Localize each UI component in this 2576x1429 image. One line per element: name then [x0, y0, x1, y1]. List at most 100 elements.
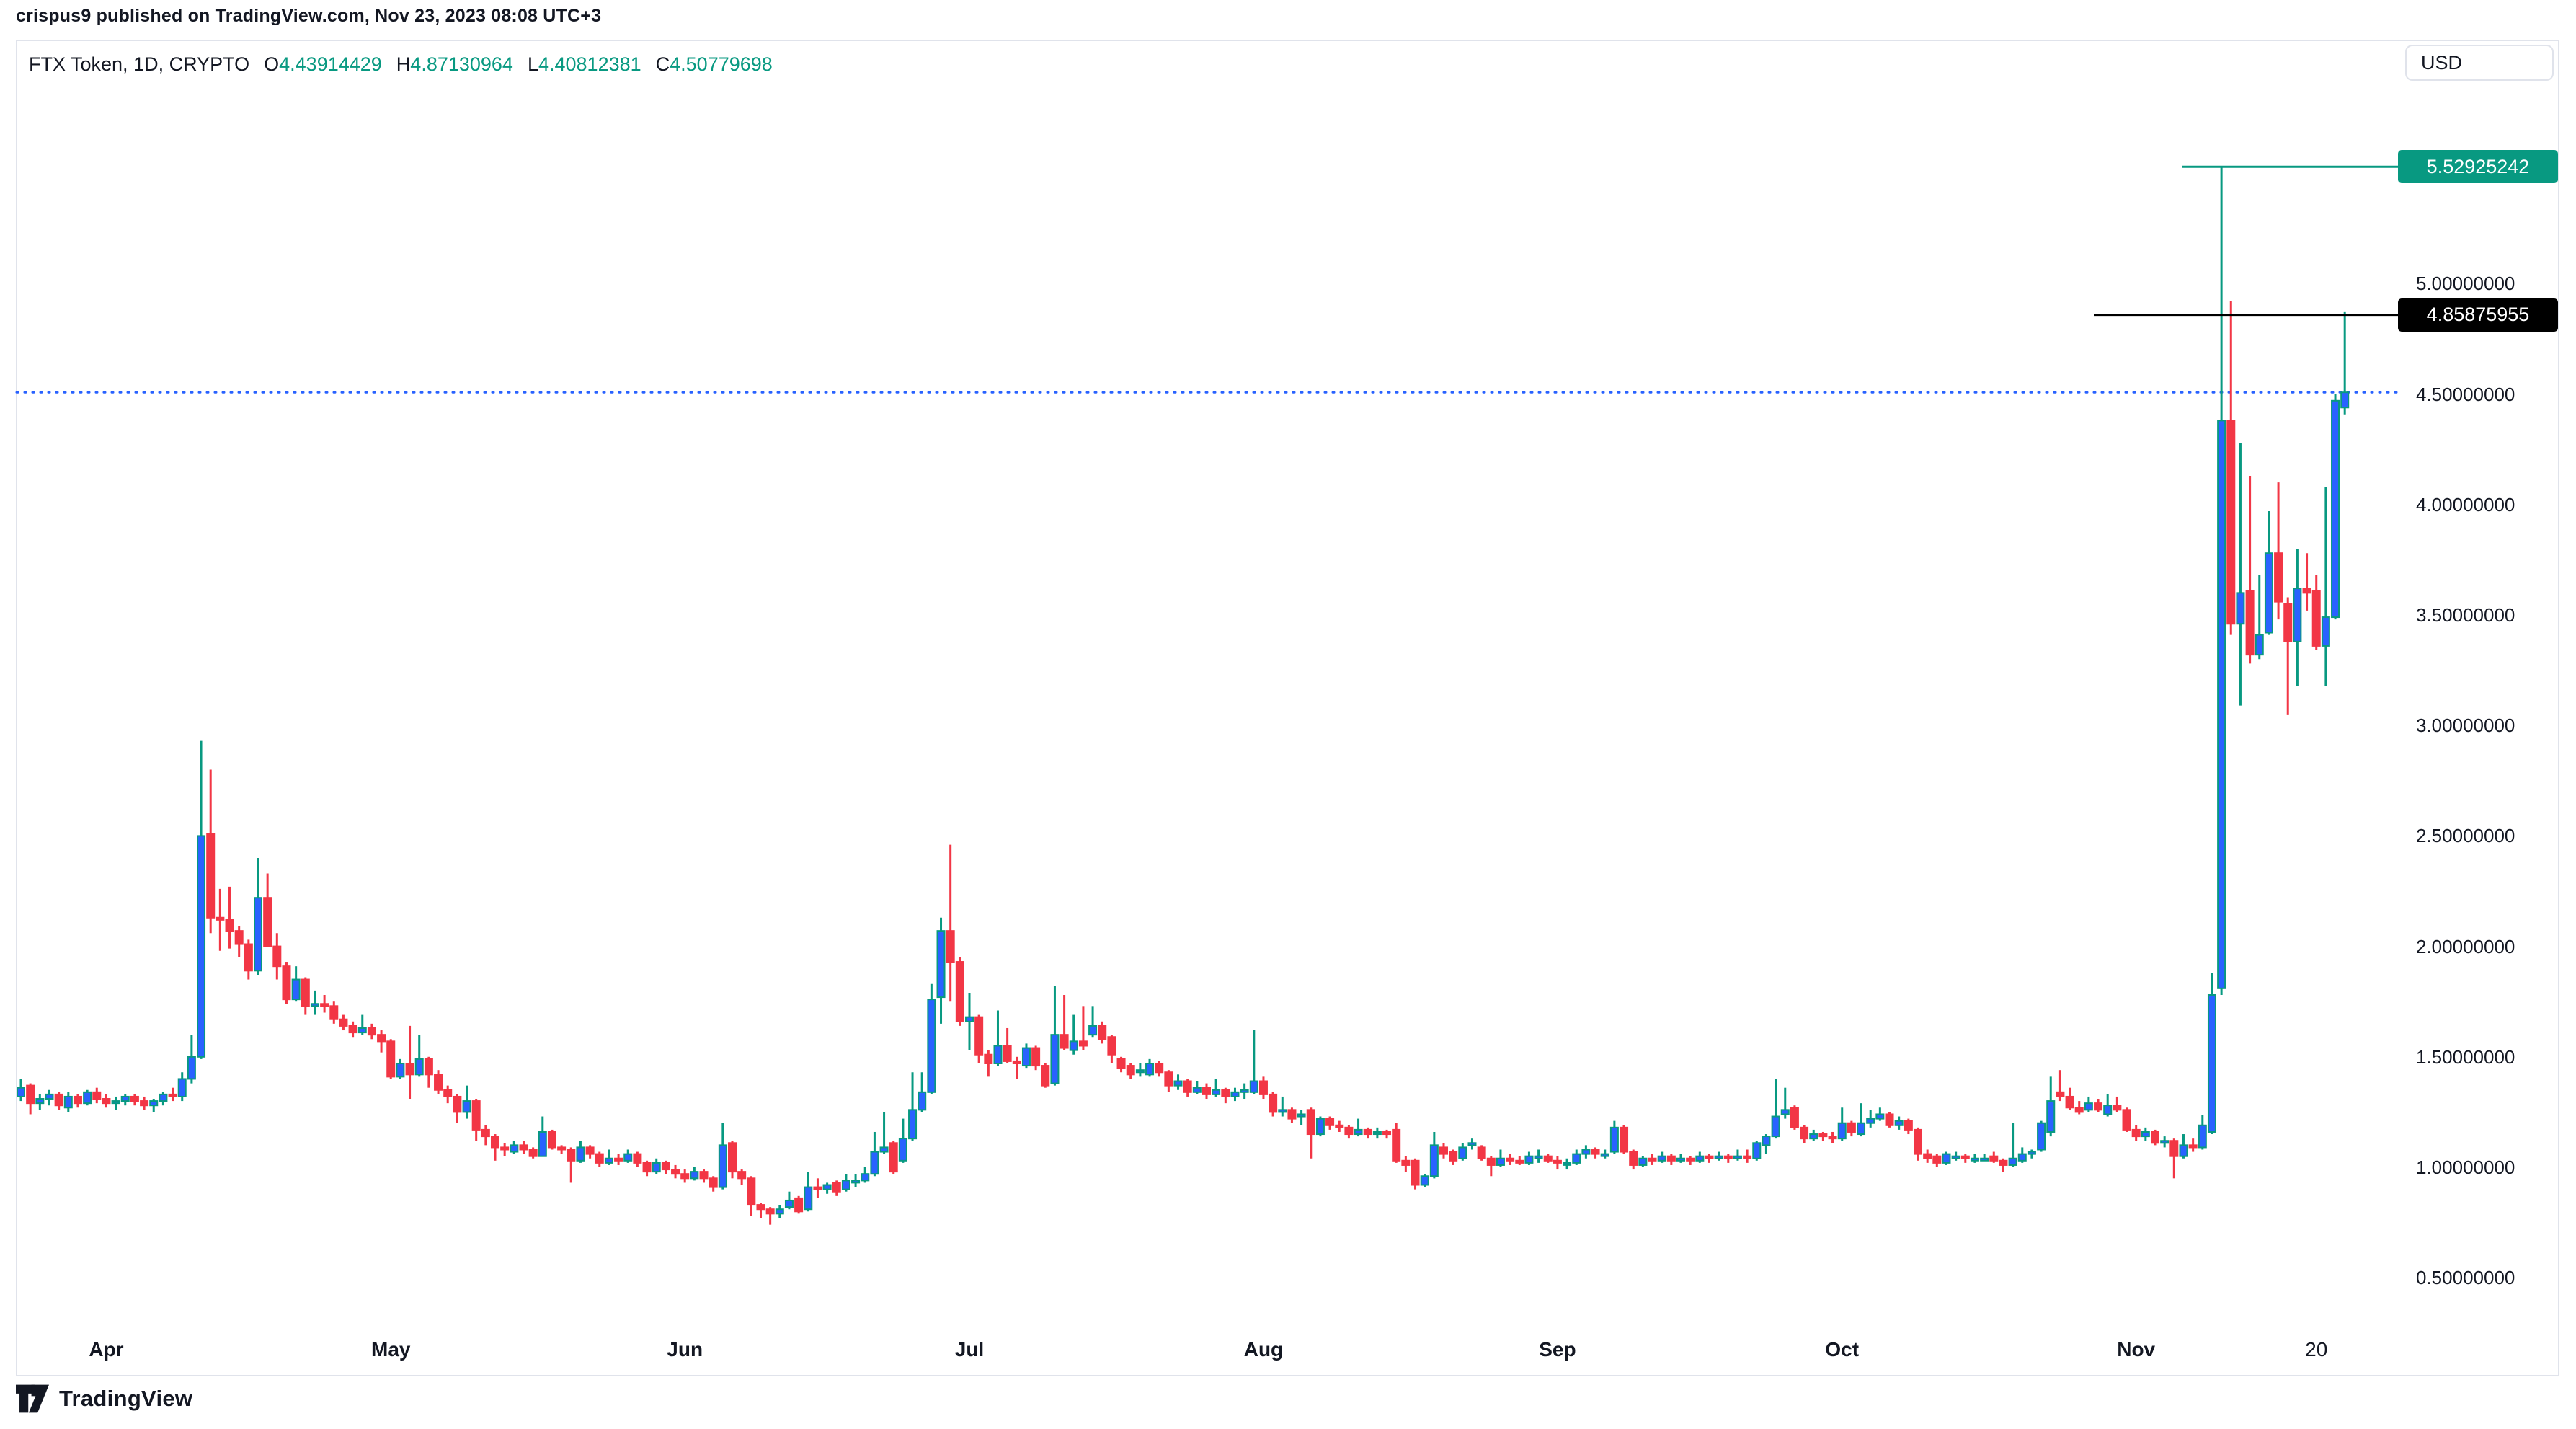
candle[interactable]: [1335, 1120, 1344, 1132]
candle[interactable]: [206, 769, 216, 934]
candle[interactable]: [1420, 1174, 1429, 1187]
candle[interactable]: [1553, 1156, 1562, 1170]
candle[interactable]: [1325, 1116, 1335, 1130]
candle[interactable]: [1666, 1154, 1676, 1165]
candle[interactable]: [1363, 1127, 1372, 1139]
candle[interactable]: [1050, 986, 1060, 1086]
candle[interactable]: [1534, 1149, 1543, 1163]
candle[interactable]: [386, 1039, 396, 1079]
candle[interactable]: [1021, 1043, 1031, 1069]
candle[interactable]: [965, 992, 974, 1050]
candle[interactable]: [2236, 443, 2245, 706]
candle[interactable]: [310, 990, 319, 1015]
candle[interactable]: [1240, 1083, 1249, 1100]
candle[interactable]: [500, 1143, 510, 1156]
candle[interactable]: [1970, 1154, 1979, 1163]
candle[interactable]: [1800, 1125, 1809, 1143]
candle[interactable]: [1173, 1074, 1183, 1090]
candle[interactable]: [120, 1094, 130, 1106]
candle[interactable]: [510, 1141, 519, 1154]
candle[interactable]: [974, 1014, 984, 1063]
candle[interactable]: [538, 1116, 547, 1157]
candle[interactable]: [1145, 1058, 1155, 1077]
candle[interactable]: [1790, 1105, 1799, 1130]
candle[interactable]: [1401, 1156, 1411, 1172]
candle[interactable]: [2274, 482, 2283, 620]
candle[interactable]: [1315, 1116, 1325, 1137]
candle[interactable]: [197, 740, 206, 1059]
candle[interactable]: [1031, 1045, 1041, 1071]
candle[interactable]: [263, 873, 272, 947]
candle[interactable]: [1078, 1006, 1088, 1050]
candle[interactable]: [73, 1094, 82, 1108]
candle[interactable]: [2141, 1127, 2150, 1141]
candle[interactable]: [680, 1169, 690, 1183]
candle[interactable]: [595, 1151, 604, 1167]
candle[interactable]: [348, 1021, 357, 1038]
candle[interactable]: [2331, 394, 2340, 620]
candle[interactable]: [2151, 1129, 2159, 1146]
candle[interactable]: [889, 1141, 898, 1174]
candle[interactable]: [955, 957, 964, 1026]
candle[interactable]: [861, 1167, 870, 1183]
candle[interactable]: [870, 1131, 879, 1177]
candle[interactable]: [1344, 1125, 1354, 1139]
candle[interactable]: [462, 1085, 471, 1119]
candle[interactable]: [567, 1147, 576, 1183]
candle[interactable]: [244, 939, 253, 980]
candle[interactable]: [1449, 1149, 1458, 1165]
candle[interactable]: [1183, 1079, 1192, 1097]
candle[interactable]: [1429, 1131, 1439, 1179]
candle[interactable]: [1771, 1079, 1780, 1139]
candle[interactable]: [225, 886, 234, 949]
candle[interactable]: [1752, 1141, 1762, 1161]
candle[interactable]: [216, 888, 225, 951]
candle[interactable]: [1278, 1096, 1287, 1117]
candle[interactable]: [54, 1092, 63, 1110]
candle[interactable]: [2056, 1070, 2065, 1102]
candle[interactable]: [1837, 1107, 1847, 1141]
candle[interactable]: [585, 1145, 595, 1159]
candle[interactable]: [1164, 1070, 1173, 1092]
candle[interactable]: [576, 1141, 585, 1163]
candle[interactable]: [377, 1030, 386, 1053]
candle[interactable]: [604, 1149, 613, 1165]
candle[interactable]: [1581, 1145, 1591, 1159]
candle[interactable]: [1098, 1021, 1107, 1044]
candle[interactable]: [1372, 1127, 1382, 1139]
candle[interactable]: [1524, 1151, 1534, 1165]
candle[interactable]: [1980, 1154, 1989, 1162]
candle[interactable]: [1411, 1158, 1420, 1190]
candle[interactable]: [1041, 1063, 1050, 1088]
candle[interactable]: [794, 1195, 804, 1214]
candle[interactable]: [1515, 1156, 1524, 1165]
candle[interactable]: [946, 844, 955, 1002]
candle[interactable]: [1003, 1027, 1012, 1063]
candle[interactable]: [851, 1174, 861, 1187]
candle[interactable]: [2255, 575, 2264, 660]
candle[interactable]: [2179, 1134, 2188, 1159]
candle[interactable]: [301, 977, 310, 1015]
candle[interactable]: [927, 983, 936, 1094]
candle[interactable]: [272, 933, 282, 980]
candle[interactable]: [140, 1096, 149, 1110]
candle[interactable]: [357, 1014, 367, 1035]
candle[interactable]: [1809, 1129, 1818, 1141]
candle[interactable]: [1828, 1131, 1837, 1143]
candle[interactable]: [1258, 1076, 1268, 1100]
candle[interactable]: [1857, 1103, 1866, 1137]
candle[interactable]: [1543, 1154, 1553, 1163]
candle[interactable]: [1088, 1006, 1098, 1038]
candle[interactable]: [2207, 973, 2216, 1135]
candle[interactable]: [1060, 995, 1069, 1050]
candle[interactable]: [642, 1160, 652, 1177]
candle[interactable]: [2046, 1076, 2056, 1137]
candle[interactable]: [1116, 1056, 1126, 1073]
candle[interactable]: [26, 1083, 35, 1115]
candle[interactable]: [1638, 1156, 1648, 1167]
candle[interactable]: [775, 1205, 784, 1218]
candle[interactable]: [1012, 1056, 1021, 1079]
candle[interactable]: [1914, 1127, 1922, 1161]
candle[interactable]: [1439, 1143, 1448, 1159]
candle[interactable]: [547, 1129, 556, 1150]
